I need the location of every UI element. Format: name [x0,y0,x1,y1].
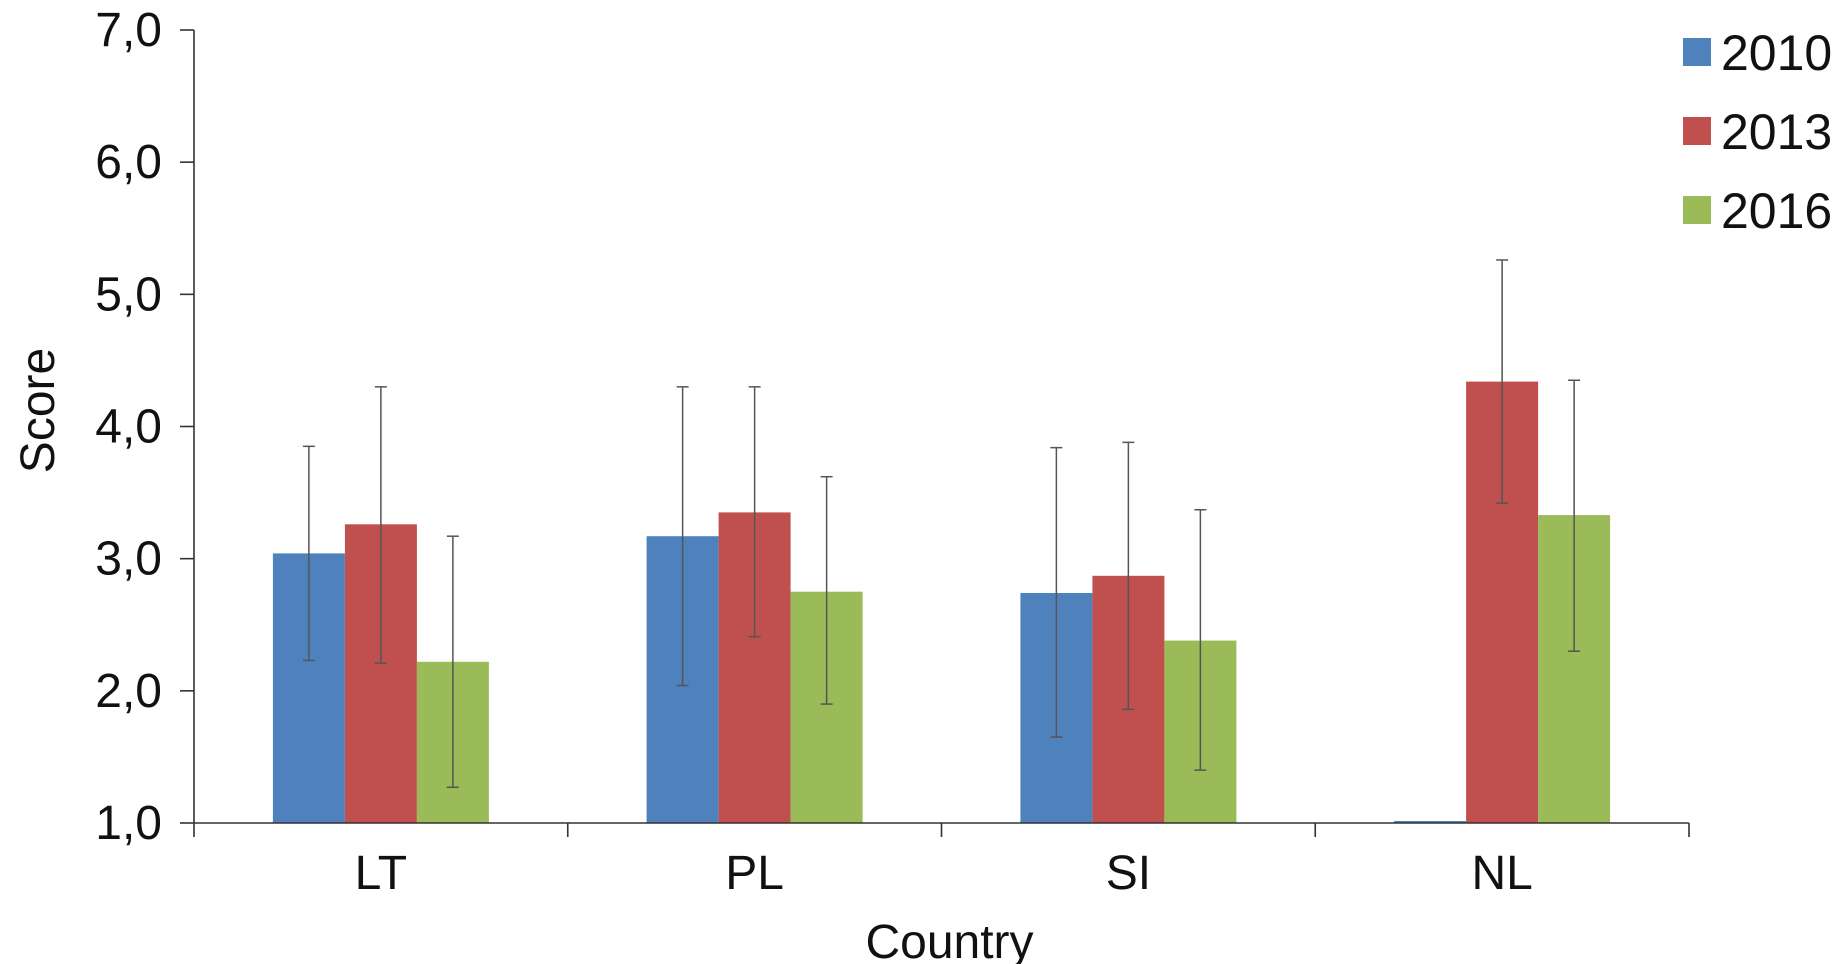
error-bar-si-2010 [1050,446,1063,738]
axes-layer [180,29,1690,837]
legend-item-2010: 2010 [1683,25,1832,81]
y-tick-label: 2,0 [95,665,162,718]
legend-item-2016: 2016 [1683,183,1832,239]
x-tick-label-si: SI [1106,847,1151,900]
y-tick-label: 3,0 [95,533,162,586]
legend-label: 2013 [1721,104,1832,160]
error-bar-lt-2016 [446,535,459,789]
legend-item-2013: 2013 [1683,104,1832,160]
error-bar-pl-2016 [820,475,833,705]
legend-label: 2010 [1721,25,1832,81]
legend-swatch [1683,196,1711,224]
legend-swatch [1683,117,1711,145]
x-tick-label-pl: PL [725,847,784,900]
error-bar-lt-2010 [302,445,315,662]
error-bar-pl-2013 [748,386,761,638]
legend-swatch [1683,38,1711,66]
y-tick-label: 4,0 [95,401,162,454]
legend-label: 2016 [1721,183,1832,239]
error-bar-si-2013 [1122,441,1135,711]
y-tick-label: 7,0 [95,4,162,57]
bars-layer [272,381,1611,823]
y-axis-title: Score [12,348,65,473]
error-bar-nl-2016 [1568,379,1581,652]
x-tick-label-nl: NL [1471,847,1532,900]
y-tick-label: 1,0 [95,797,162,850]
bar-nl-2010 [1394,821,1467,823]
error-bar-si-2016 [1194,509,1207,771]
error-bar-pl-2010 [676,386,689,687]
error-bar-nl-2013 [1496,259,1509,504]
y-tick-label: 5,0 [95,268,162,321]
error-bars-layer [302,259,1581,789]
x-tick-label-lt: LT [355,847,407,900]
error-bar-lt-2013 [374,386,387,664]
y-tick-label: 6,0 [95,136,162,189]
x-axis-title: Country [865,916,1033,964]
labels-layer: 1,0 2,0 3,0 4,0 5,0 6,0 7,0 LT PL SI NL Country Scor… [12,4,1533,964]
legend: 2010 2013 2016 [1683,25,1832,239]
